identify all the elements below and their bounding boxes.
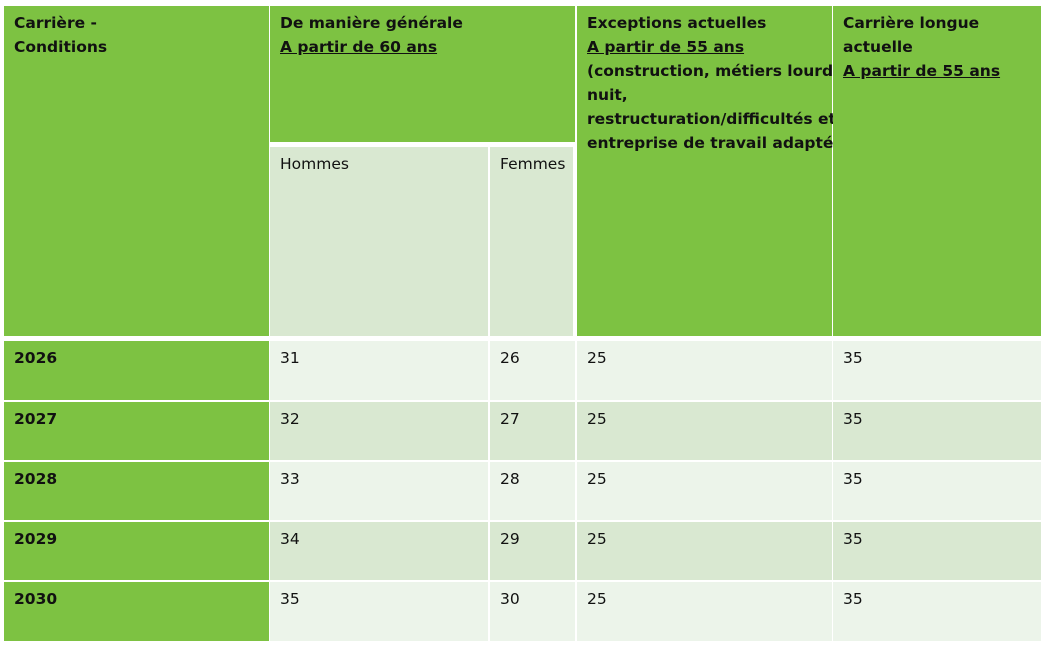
header-general-subtitle: A partir de 60 ans: [280, 38, 438, 56]
header-carriere-conditions: Carrière - Conditions: [4, 6, 269, 336]
row-hommes: 31: [270, 341, 488, 400]
row-longue: 35: [833, 341, 1041, 400]
header-longue-line2: actuelle: [843, 38, 913, 56]
row-longue: 35: [833, 582, 1041, 641]
row-year: 2027: [4, 402, 269, 460]
row-hommes: 33: [270, 462, 488, 520]
header-carriere-longue: Carrière longue actuelle A partir de 55 …: [833, 6, 1041, 336]
row-exceptions: 25: [577, 402, 832, 460]
row-femmes: 30: [490, 582, 575, 641]
row-hommes: 34: [270, 522, 488, 580]
row-exceptions: 25: [577, 522, 832, 580]
header-longue-line1: Carrière longue: [843, 14, 980, 32]
row-year: 2029: [4, 522, 269, 580]
row-longue: 35: [833, 462, 1041, 520]
row-exceptions: 25: [577, 462, 832, 520]
row-femmes: 29: [490, 522, 575, 580]
header-exceptions-title: Exceptions actuelles: [587, 14, 767, 32]
header-general: De manière générale A partir de 60 ans: [270, 6, 575, 142]
row-exceptions: 25: [577, 582, 832, 641]
header-hommes-label: Hommes: [280, 155, 349, 173]
header-longue-subtitle: A partir de 55 ans: [843, 62, 1001, 80]
header-exceptions-detail-2: nuit,: [587, 86, 628, 104]
row-longue: 35: [833, 522, 1041, 580]
row-year: 2028: [4, 462, 269, 520]
header-hommes: Hommes: [270, 147, 488, 336]
header-general-title: De manière générale: [280, 14, 463, 32]
header-exceptions-detail-3: restructuration/difficultés et: [587, 110, 836, 128]
header-femmes-label: Femmes: [500, 155, 566, 173]
header-exceptions-subtitle: A partir de 55 ans: [587, 38, 745, 56]
header-carriere-line1: Carrière -: [14, 14, 97, 32]
row-hommes: 32: [270, 402, 488, 460]
row-year: 2026: [4, 341, 269, 400]
header-exceptions-detail-1: (construction, métiers lourds,: [587, 62, 849, 80]
row-longue: 35: [833, 402, 1041, 460]
row-femmes: 28: [490, 462, 575, 520]
row-year: 2030: [4, 582, 269, 641]
header-femmes: Femmes: [490, 147, 573, 336]
row-femmes: 26: [490, 341, 575, 400]
row-exceptions: 25: [577, 341, 832, 400]
header-exceptions-detail-4: entreprise de travail adapté): [587, 134, 841, 152]
row-hommes: 35: [270, 582, 488, 641]
header-carriere-line2: Conditions: [14, 38, 108, 56]
row-femmes: 27: [490, 402, 575, 460]
header-exceptions: Exceptions actuelles A partir de 55 ans …: [577, 6, 849, 336]
